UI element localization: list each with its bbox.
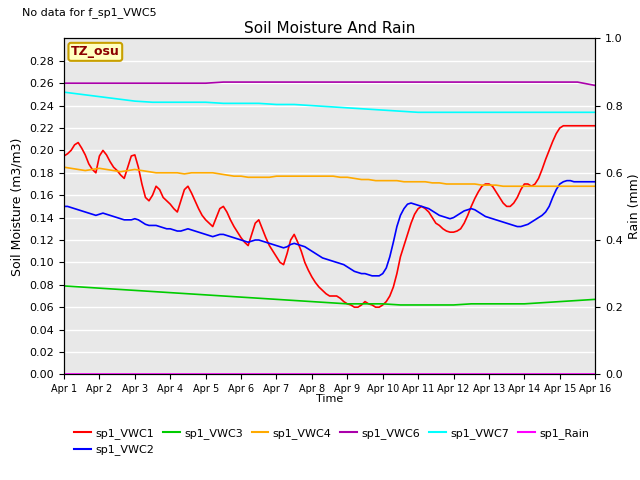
- Text: TZ_osu: TZ_osu: [71, 45, 120, 59]
- Title: Soil Moisture And Rain: Soil Moisture And Rain: [244, 21, 415, 36]
- X-axis label: Time: Time: [316, 394, 343, 404]
- Text: No data for f_sp1_VWC5: No data for f_sp1_VWC5: [22, 7, 156, 18]
- Legend: sp1_VWC1, sp1_VWC2, sp1_VWC3, sp1_VWC4, sp1_VWC6, sp1_VWC7, sp1_Rain: sp1_VWC1, sp1_VWC2, sp1_VWC3, sp1_VWC4, …: [70, 424, 594, 460]
- Y-axis label: Rain (mm): Rain (mm): [628, 174, 640, 239]
- Y-axis label: Soil Moisture (m3/m3): Soil Moisture (m3/m3): [11, 137, 24, 276]
